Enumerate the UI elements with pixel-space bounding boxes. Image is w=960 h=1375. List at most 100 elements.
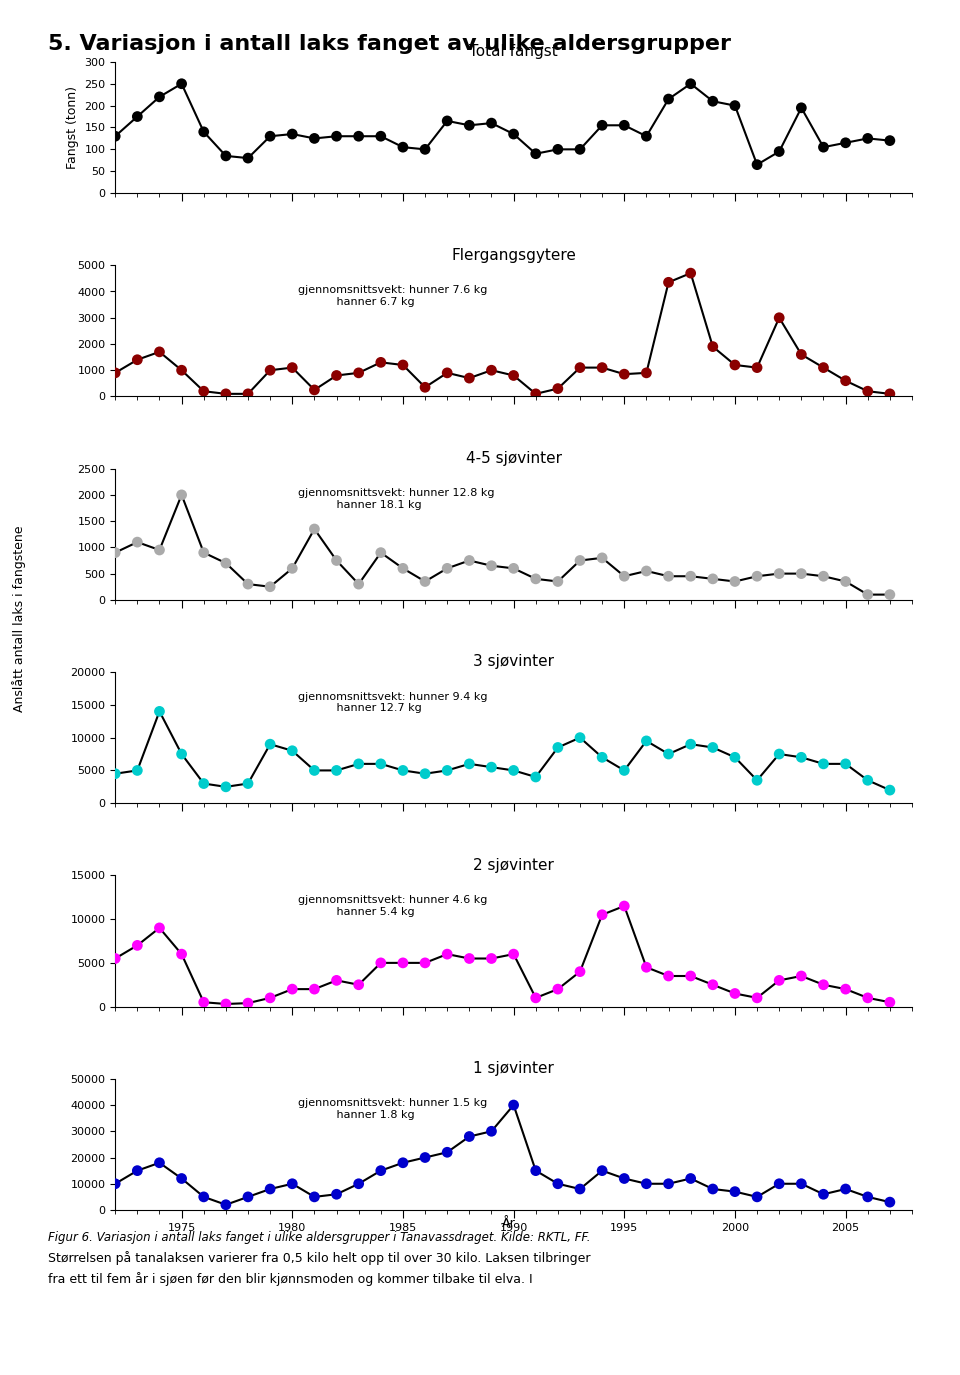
Point bbox=[306, 128, 322, 150]
Point bbox=[284, 557, 300, 579]
Point bbox=[638, 362, 654, 384]
Point bbox=[262, 576, 277, 598]
Point bbox=[396, 557, 411, 579]
Point bbox=[440, 362, 455, 384]
Point bbox=[373, 1159, 389, 1181]
Point bbox=[329, 125, 345, 147]
Point bbox=[660, 88, 676, 110]
Point bbox=[484, 113, 499, 135]
Point bbox=[572, 356, 588, 378]
Point bbox=[594, 1159, 610, 1181]
Text: gjennomsnittsvekt: hunner 1.5 kg
           hanner 1.8 kg: gjennomsnittsvekt: hunner 1.5 kg hanner … bbox=[299, 1099, 488, 1121]
Point bbox=[174, 1167, 189, 1189]
Point bbox=[528, 1159, 543, 1181]
Point bbox=[638, 125, 654, 147]
Point bbox=[683, 73, 698, 95]
Point bbox=[152, 700, 167, 722]
Point bbox=[550, 1173, 565, 1195]
Point bbox=[130, 531, 145, 553]
Point bbox=[351, 754, 367, 776]
Point bbox=[284, 122, 300, 144]
Point bbox=[174, 484, 189, 506]
Point bbox=[373, 951, 389, 973]
Point bbox=[860, 1185, 876, 1207]
Point bbox=[440, 759, 455, 781]
Point bbox=[152, 1152, 167, 1174]
Point bbox=[174, 73, 189, 95]
Point bbox=[750, 769, 765, 791]
Point bbox=[108, 1173, 123, 1195]
Point bbox=[440, 943, 455, 965]
Point bbox=[418, 571, 433, 593]
Text: 5. Variasjon i antall laks fanget av ulike aldersgrupper: 5. Variasjon i antall laks fanget av uli… bbox=[48, 34, 731, 55]
Point bbox=[506, 759, 521, 781]
Point bbox=[882, 129, 898, 151]
Point bbox=[594, 356, 610, 378]
Point bbox=[616, 759, 632, 781]
Point bbox=[284, 356, 300, 378]
Point bbox=[572, 139, 588, 161]
Point bbox=[152, 85, 167, 107]
Point bbox=[728, 571, 743, 593]
Title: 3 sjøvinter: 3 sjøvinter bbox=[473, 654, 554, 670]
Point bbox=[528, 382, 543, 404]
Point bbox=[506, 1094, 521, 1116]
Point bbox=[418, 763, 433, 785]
Text: Figur 6. Variasjon i antall laks fanget i ulike aldersgrupper i Tanavassdraget. : Figur 6. Variasjon i antall laks fanget … bbox=[48, 1231, 590, 1243]
Point bbox=[240, 382, 255, 404]
Point bbox=[152, 539, 167, 561]
Point bbox=[262, 359, 277, 381]
Point bbox=[750, 565, 765, 587]
Point bbox=[705, 568, 720, 590]
Point bbox=[528, 568, 543, 590]
Point bbox=[130, 759, 145, 781]
Text: gjennomsnittsvekt: hunner 4.6 kg
           hanner 5.4 kg: gjennomsnittsvekt: hunner 4.6 kg hanner … bbox=[299, 895, 488, 917]
Point bbox=[705, 91, 720, 113]
Point bbox=[794, 747, 809, 769]
Title: 2 sjøvinter: 2 sjøvinter bbox=[473, 858, 554, 873]
Point bbox=[506, 122, 521, 144]
Point bbox=[660, 271, 676, 293]
Point bbox=[329, 759, 345, 781]
Point bbox=[484, 1121, 499, 1143]
Point bbox=[772, 562, 787, 584]
Point bbox=[484, 359, 499, 381]
Point bbox=[860, 987, 876, 1009]
Point bbox=[396, 951, 411, 973]
Text: Anslått antall laks i fangstene: Anslått antall laks i fangstene bbox=[12, 525, 26, 712]
Point bbox=[329, 550, 345, 572]
Point bbox=[262, 1178, 277, 1200]
Point bbox=[838, 571, 853, 593]
Point bbox=[616, 114, 632, 136]
Point bbox=[594, 114, 610, 136]
Point bbox=[196, 1185, 211, 1207]
Point bbox=[462, 947, 477, 969]
Point bbox=[240, 1185, 255, 1207]
Point bbox=[616, 565, 632, 587]
Point bbox=[683, 965, 698, 987]
Point bbox=[772, 742, 787, 764]
Point bbox=[750, 154, 765, 176]
Point bbox=[683, 1167, 698, 1189]
Point bbox=[351, 125, 367, 147]
Point bbox=[152, 341, 167, 363]
Point bbox=[396, 136, 411, 158]
Point bbox=[262, 987, 277, 1009]
Point bbox=[838, 370, 853, 392]
Point bbox=[705, 737, 720, 759]
Point bbox=[108, 947, 123, 969]
Point bbox=[816, 974, 831, 996]
Point bbox=[528, 143, 543, 165]
Point bbox=[594, 547, 610, 569]
Title: Total fangst: Total fangst bbox=[469, 44, 558, 59]
Point bbox=[306, 1185, 322, 1207]
Point bbox=[174, 742, 189, 764]
Text: gjennomsnittsvekt: hunner 12.8 kg
           hanner 18.1 kg: gjennomsnittsvekt: hunner 12.8 kg hanner… bbox=[299, 488, 495, 510]
Point bbox=[506, 557, 521, 579]
Point bbox=[616, 895, 632, 917]
Point bbox=[218, 775, 233, 797]
Point bbox=[794, 96, 809, 118]
Point bbox=[728, 95, 743, 117]
Point bbox=[772, 140, 787, 162]
Point bbox=[351, 573, 367, 595]
